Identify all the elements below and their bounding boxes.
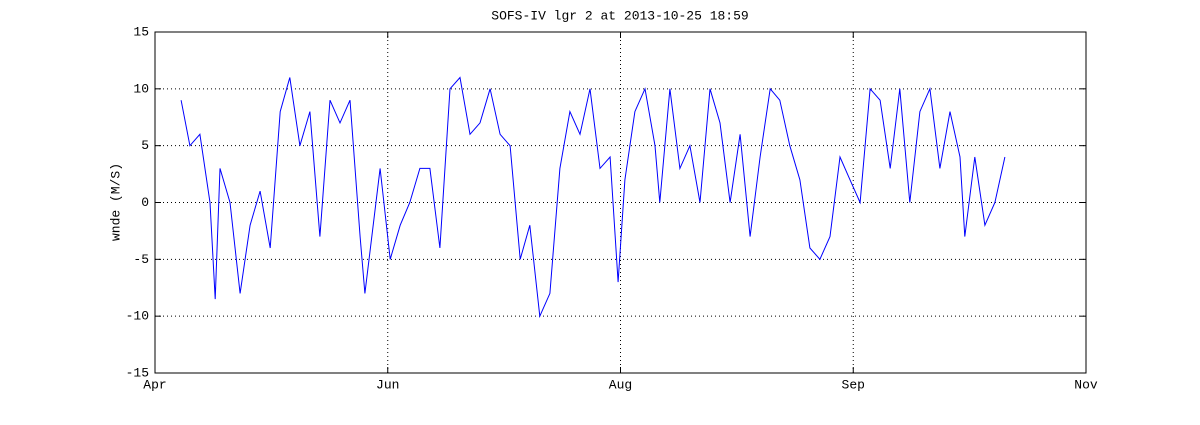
y-tick-label: 5 [141, 138, 149, 153]
y-tick-label: 15 [133, 24, 149, 39]
plot-frame [154, 31, 1087, 374]
y-axis-label: wnde (M/S) [108, 163, 123, 241]
data-line [180, 76, 1006, 319]
y-tick-label: 0 [141, 195, 149, 210]
chart-title: SOFS-IV lgr 2 at 2013-10-25 18:59 [491, 8, 748, 23]
y-tick-label: -15 [126, 365, 149, 380]
y-tick-label: 10 [133, 81, 149, 96]
x-tick-label: Sep [842, 377, 865, 392]
x-tick-label: Nov [1074, 377, 1098, 392]
x-tick-label: Apr [143, 377, 166, 392]
y-tick-label: -10 [126, 309, 149, 324]
y-tick-label: -5 [133, 252, 149, 267]
x-tick-label: Jun [376, 377, 399, 392]
x-tick-label: Aug [609, 377, 632, 392]
